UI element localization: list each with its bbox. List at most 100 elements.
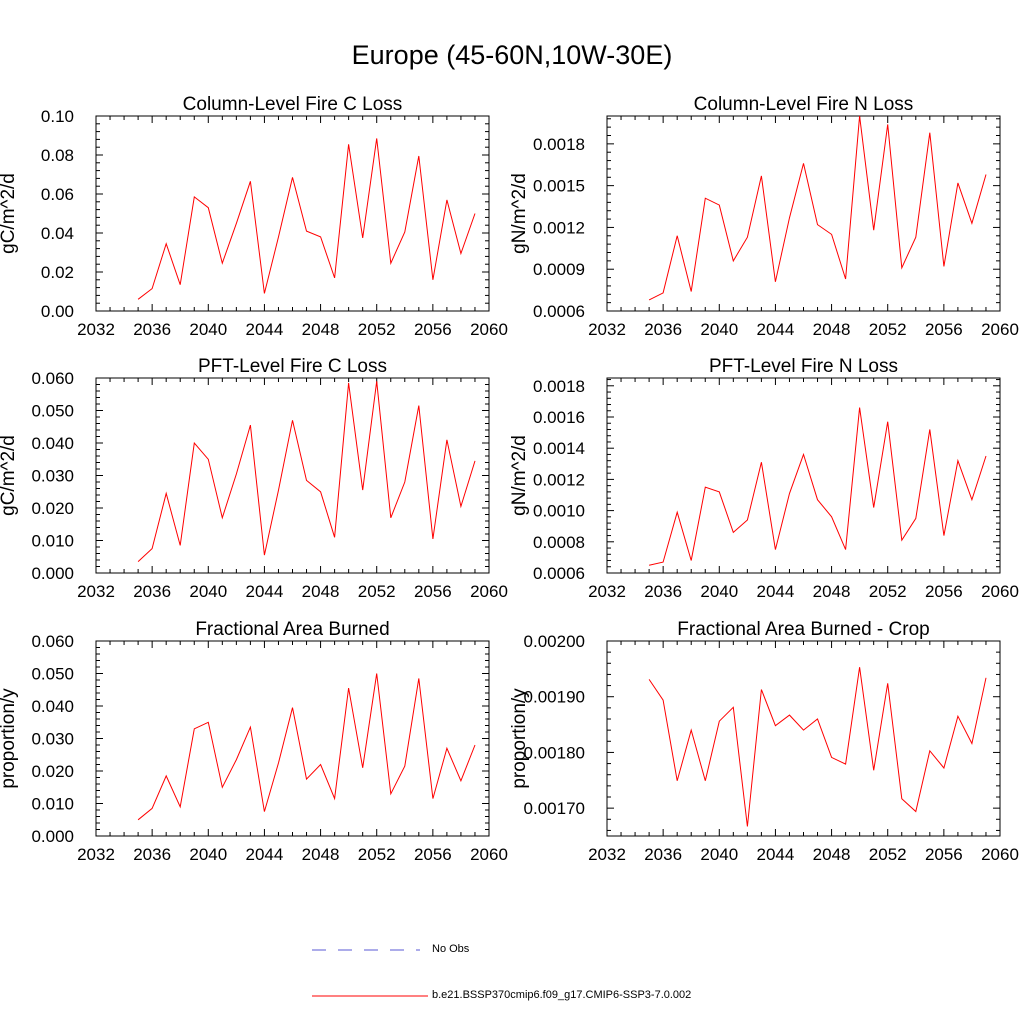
- x-tick-label: 2048: [813, 582, 851, 601]
- y-tick-label: 0.06: [41, 185, 74, 204]
- y-tick-label: 0.000: [31, 827, 74, 846]
- x-tick-label: 2056: [414, 845, 452, 864]
- y-tick-label: 0.0016: [533, 408, 585, 427]
- x-tick-label: 2052: [869, 845, 907, 864]
- chart-panel-4: PFT-Level Fire N Loss gN/m^2/d 2032 2036 204…: [509, 356, 1019, 601]
- y-tick-label: 0.040: [31, 697, 74, 716]
- y-tick-label: 0.02: [41, 263, 74, 282]
- x-tick-label: 2060: [981, 845, 1019, 864]
- y-tick-label: 0.0010: [533, 502, 585, 521]
- x-tick-label: 2032: [77, 845, 115, 864]
- y-tick-label: 0.0006: [533, 564, 585, 583]
- panel-title: Fractional Area Burned - Crop: [677, 619, 929, 640]
- y-tick-label: 0.020: [31, 762, 74, 781]
- series-line: [648, 667, 987, 827]
- y-tick-label: 0.0012: [533, 470, 585, 489]
- y-tick-label: 0.0014: [533, 439, 585, 458]
- y-tick-label: 0.00: [41, 302, 74, 321]
- x-tick-label: 2044: [757, 845, 795, 864]
- y-tick-label: 0.010: [31, 795, 74, 814]
- x-tick-label: 2040: [700, 320, 738, 339]
- series-line: [648, 407, 987, 566]
- x-tick-label: 2052: [358, 582, 396, 601]
- y-tick-label: 0.04: [41, 224, 74, 243]
- x-tick-label: 2056: [925, 845, 963, 864]
- series-line: [137, 138, 476, 300]
- y-tick-label: 0.030: [31, 467, 74, 486]
- x-tick-label: 2044: [246, 845, 284, 864]
- y-tick-label: 0.0006: [533, 302, 585, 321]
- x-tick-label: 2056: [925, 582, 963, 601]
- y-axis-label: gC/m^2/d: [0, 173, 19, 254]
- y-axis-label: proportion/y: [509, 688, 530, 789]
- y-tick-label: 0.08: [41, 146, 74, 165]
- x-tick-label: 2052: [869, 320, 907, 339]
- x-tick-label: 2040: [189, 582, 227, 601]
- y-tick-label: 0.060: [31, 632, 74, 651]
- x-tick-label: 2056: [925, 320, 963, 339]
- y-tick-label: 0.020: [31, 499, 74, 518]
- y-axis-label: gN/m^2/d: [509, 173, 530, 254]
- y-axis-label: gN/m^2/d: [509, 435, 530, 516]
- chart-panel-6: Fractional Area Burned - Crop proportion/…: [509, 619, 1019, 864]
- y-axis-label: gC/m^2/d: [0, 435, 19, 516]
- legend-model-label: b.e21.BSSP370cmip6.f09_g17.CMIP6-SSP3-7.…: [432, 989, 692, 1001]
- x-tick-label: 2052: [869, 582, 907, 601]
- x-tick-label: 2056: [414, 582, 452, 601]
- x-tick-label: 2048: [302, 582, 340, 601]
- x-tick-label: 2044: [757, 582, 795, 601]
- y-tick-label: 0.00190: [524, 688, 585, 707]
- x-tick-label: 2048: [813, 320, 851, 339]
- x-tick-label: 2040: [189, 845, 227, 864]
- x-tick-label: 2036: [133, 582, 171, 601]
- x-tick-label: 2052: [358, 845, 396, 864]
- y-tick-label: 0.010: [31, 532, 74, 551]
- panel-title: Fractional Area Burned: [195, 619, 389, 640]
- y-tick-label: 0.050: [31, 402, 74, 421]
- y-tick-label: 0.040: [31, 434, 74, 453]
- figure-title: Europe (45-60N,10W-30E): [351, 40, 673, 70]
- x-tick-label: 2032: [77, 320, 115, 339]
- series-line: [137, 673, 476, 821]
- x-tick-label: 2036: [644, 582, 682, 601]
- x-tick-label: 2048: [813, 845, 851, 864]
- y-tick-label: 0.0018: [533, 135, 585, 154]
- x-tick-label: 2048: [302, 845, 340, 864]
- x-tick-label: 2044: [246, 582, 284, 601]
- legend-obs-label: No Obs: [432, 943, 470, 955]
- x-tick-label: 2032: [588, 320, 626, 339]
- y-tick-label: 0.00180: [524, 743, 585, 762]
- y-tick-label: 0.00200: [524, 632, 585, 651]
- y-tick-label: 0.0008: [533, 533, 585, 552]
- x-tick-label: 2044: [757, 320, 795, 339]
- x-tick-label: 2032: [77, 582, 115, 601]
- panel-title: PFT-Level Fire C Loss: [198, 356, 387, 377]
- x-tick-label: 2040: [700, 845, 738, 864]
- chart-panel-1: Column-Level Fire C Loss gC/m^2/d 2032 2036…: [0, 94, 508, 339]
- y-tick-label: 0.0015: [533, 177, 585, 196]
- x-tick-label: 2036: [133, 845, 171, 864]
- x-tick-label: 2032: [588, 845, 626, 864]
- x-tick-label: 2056: [414, 320, 452, 339]
- x-tick-label: 2060: [981, 582, 1019, 601]
- x-tick-label: 2060: [981, 320, 1019, 339]
- x-tick-label: 2040: [700, 582, 738, 601]
- x-tick-label: 2052: [358, 320, 396, 339]
- x-tick-label: 2060: [470, 320, 508, 339]
- x-tick-label: 2060: [470, 845, 508, 864]
- chart-panel-2: Column-Level Fire N Loss gN/m^2/d 2032 2036…: [509, 94, 1019, 339]
- x-tick-label: 2036: [133, 320, 171, 339]
- y-tick-label: 0.10: [41, 107, 74, 126]
- chart-panel-5: Fractional Area Burned proportion/y 2032 20…: [0, 619, 508, 864]
- x-tick-label: 2040: [189, 320, 227, 339]
- series-line: [648, 115, 987, 301]
- panel-title: Column-Level Fire C Loss: [183, 94, 403, 115]
- y-tick-label: 0.0018: [533, 377, 585, 396]
- x-tick-label: 2060: [470, 582, 508, 601]
- panel-title: PFT-Level Fire N Loss: [709, 356, 898, 377]
- x-tick-label: 2048: [302, 320, 340, 339]
- x-tick-label: 2032: [588, 582, 626, 601]
